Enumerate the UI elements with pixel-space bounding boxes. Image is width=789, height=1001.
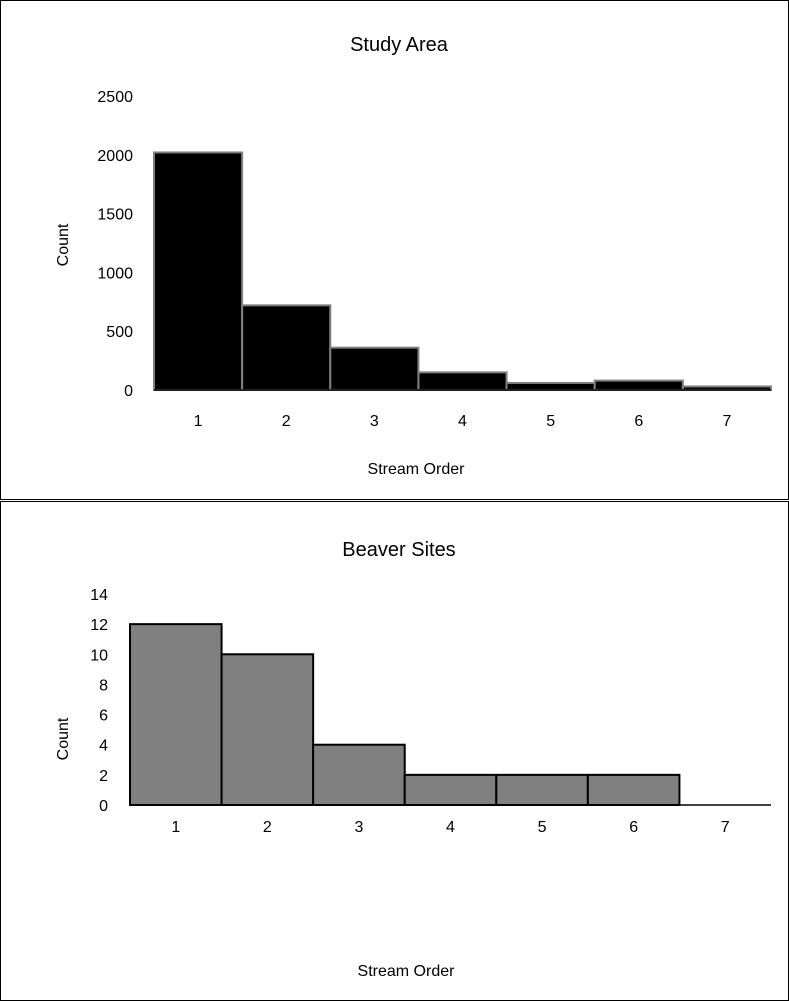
bar-5 [495, 773, 589, 807]
y-tick-label: 1500 [97, 207, 133, 224]
bar-6 [586, 773, 681, 807]
bar-4 [417, 371, 508, 391]
y-tick-label: 14 [90, 587, 108, 604]
y-tick-label: 10 [90, 647, 108, 664]
x-tick-label: 5 [538, 819, 547, 836]
y-tick-label: 0 [99, 798, 108, 815]
x-tick-label: 5 [546, 413, 555, 430]
y-tick-label: 0 [124, 383, 133, 400]
x-axis-label: Stream Order [368, 461, 466, 478]
y-tick-label: 12 [90, 617, 108, 634]
y-tick-label: 8 [99, 677, 108, 694]
y-tick-label: 6 [99, 708, 108, 725]
bar-3 [329, 346, 420, 391]
x-tick-label: 2 [263, 819, 272, 836]
bar-5 [505, 381, 596, 391]
y-tick-label: 4 [99, 738, 108, 755]
y-tick-label: 500 [106, 324, 133, 341]
bar-1 [129, 623, 223, 807]
study-area-chart-panel: Study Area Count Stream Order 0 500 1000 15… [0, 0, 789, 500]
y-tick-label: 2000 [97, 148, 133, 165]
bar-2 [220, 653, 315, 806]
chart-title: Study Area [350, 34, 449, 56]
y-axis-label: Count [55, 717, 72, 760]
x-tick-label: 6 [629, 819, 638, 836]
x-tick-label: 3 [354, 819, 363, 836]
x-tick-label: 1 [171, 819, 180, 836]
bar-1 [153, 151, 244, 391]
bar-2 [241, 304, 332, 391]
bar-6 [593, 379, 684, 392]
x-tick-label: 4 [446, 819, 455, 836]
x-tick-label: 1 [194, 413, 203, 430]
y-axis-label: Count [55, 223, 72, 266]
study-area-chart: Study Area Count Stream Order 0500100015… [55, 34, 772, 478]
x-tick-label: 3 [370, 413, 379, 430]
y-tick-label: 2 [99, 768, 108, 785]
x-tick-label: 7 [722, 413, 731, 430]
beaver-sites-chart: Beaver Sites Count Stream Order 0 2 4 6 8 10 1… [55, 539, 771, 980]
y-tick-label: 2500 [97, 89, 133, 106]
x-tick-label: 6 [634, 413, 643, 430]
beaver-sites-chart-panel: Beaver Sites Count Stream Order 0 2 4 6 8 10 1… [0, 501, 789, 1001]
x-tick-label: 2 [282, 413, 291, 430]
x-axis-label: Stream Order [358, 963, 456, 980]
y-tick-label: 1000 [97, 265, 133, 282]
bar-3 [312, 743, 406, 806]
x-tick-label: 7 [721, 819, 730, 836]
chart-title: Beaver Sites [342, 539, 455, 561]
bar-4 [403, 773, 498, 807]
x-tick-label: 4 [458, 413, 467, 430]
